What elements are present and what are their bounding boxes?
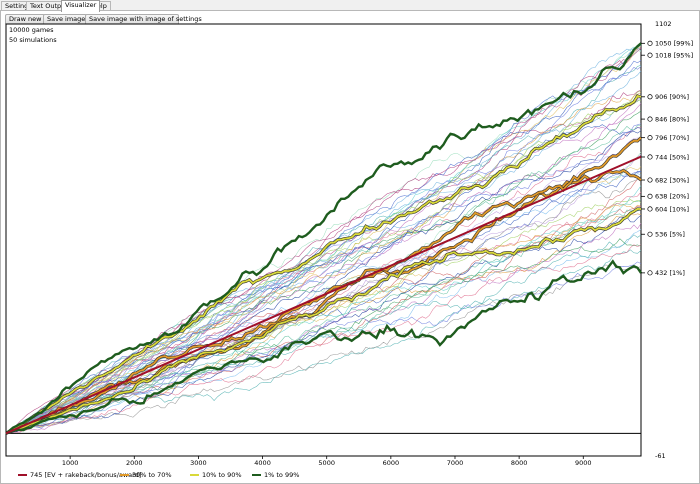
y-marker	[647, 206, 653, 212]
y-percentile-label: 1050 [99%]	[655, 40, 693, 48]
y-percentile-label: 1018 [95%]	[655, 52, 693, 60]
games-count: 10000 games	[9, 26, 54, 34]
y-percentile-label: 432 [1%]	[655, 269, 685, 277]
legend-label: 1% to 99%	[264, 471, 299, 479]
y-percentile-label: 846 [80%]	[655, 115, 689, 123]
x-tick-label: 8000	[511, 459, 528, 467]
y-percentile-label: 744 [50%]	[655, 153, 689, 161]
y-marker	[647, 270, 653, 276]
legend-label: 745 [EV + rakeback/bonus/award]	[30, 471, 141, 479]
simulation-line	[5, 206, 642, 434]
simulation-line	[5, 178, 642, 434]
simulation-line	[5, 125, 641, 434]
x-tick-label: 2000	[126, 459, 143, 467]
y-top-label: 1102	[655, 20, 672, 28]
simulation-line	[5, 209, 642, 434]
y-bottom-label: -61	[655, 452, 666, 460]
simulation-line	[5, 244, 642, 434]
y-marker	[647, 40, 653, 46]
x-tick-label: 6000	[383, 459, 400, 467]
simulation-line	[5, 154, 642, 434]
band-line	[5, 259, 642, 435]
simulation-line	[5, 46, 642, 434]
y-percentile-label: 906 [90%]	[655, 93, 689, 101]
y-percentile-label: 536 [5%]	[655, 231, 685, 239]
ev-line	[5, 155, 642, 435]
y-marker	[647, 193, 653, 199]
y-marker	[647, 154, 653, 160]
x-tick-label: 7000	[447, 459, 464, 467]
band-line	[5, 169, 642, 435]
legend-label: 10% to 90%	[202, 471, 242, 479]
x-tick-label: 3000	[190, 459, 207, 467]
x-tick-label: 5000	[318, 459, 335, 467]
y-percentile-label: 796 [70%]	[655, 134, 689, 142]
simulation-line	[5, 223, 642, 434]
x-tick-label: 1000	[62, 459, 79, 467]
simulation-line	[5, 92, 642, 434]
y-marker	[647, 52, 653, 58]
tab-visualizer[interactable]: Visualizer	[61, 0, 101, 12]
tab-bar: Settings Text Output Visualizer Help	[0, 0, 700, 12]
x-tick-label: 9000	[575, 459, 592, 467]
simulation-line	[5, 44, 642, 434]
band-line	[5, 137, 642, 435]
x-tick-label: 4000	[254, 459, 271, 467]
band-line	[5, 94, 642, 435]
simulation-line	[5, 89, 642, 434]
y-marker	[647, 135, 653, 141]
legend-label: 30% to 70%	[132, 471, 172, 479]
simulation-line	[5, 214, 642, 434]
y-marker	[647, 177, 653, 183]
simulations-count: 50 simulations	[9, 36, 57, 44]
simulation-line	[5, 127, 642, 434]
y-marker	[647, 231, 653, 237]
y-percentile-label: 682 [30%]	[655, 176, 689, 184]
simulation-line	[5, 229, 642, 434]
simulation-line	[5, 166, 642, 434]
y-percentile-label: 638 [20%]	[655, 193, 689, 201]
simulation-line	[5, 124, 642, 434]
band-line	[5, 42, 642, 435]
y-marker	[647, 116, 653, 122]
simulation-line	[5, 249, 642, 434]
y-percentile-label: 604 [10%]	[655, 205, 689, 213]
y-marker	[647, 94, 653, 100]
